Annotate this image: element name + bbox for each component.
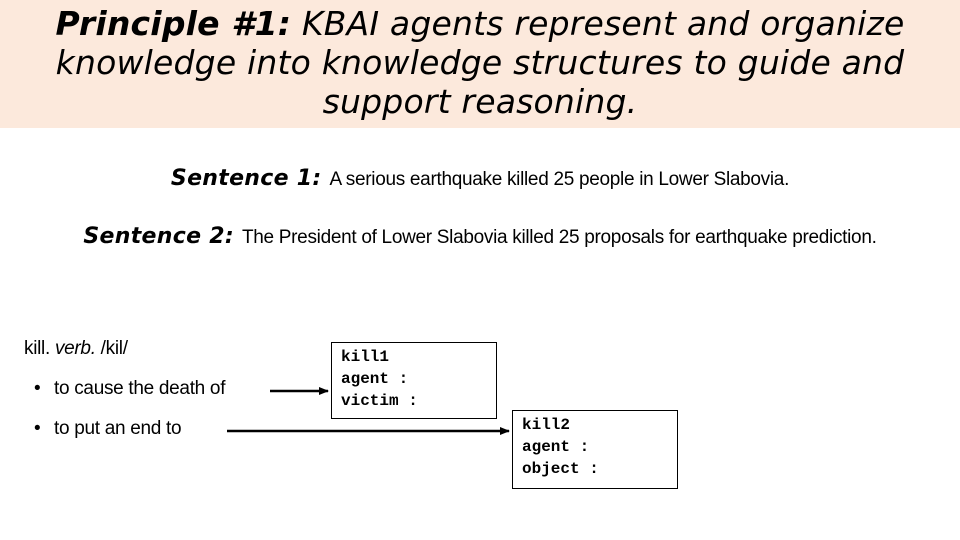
frame-slot-object: object :: [522, 460, 599, 478]
title-lead: Principle #1:: [55, 4, 292, 43]
sentence-2-text: The President of Lower Slabovia killed 2…: [241, 227, 877, 248]
sense-1: • to cause the death of: [34, 378, 225, 400]
sense-2-text: to put an end to: [54, 418, 182, 439]
title-band: [0, 0, 960, 128]
frame-kill1: kill1 agent : victim :: [331, 342, 497, 419]
frame-slot-agent: agent :: [522, 438, 590, 456]
bullet-icon: •: [34, 418, 41, 439]
title-text: KBAI agents represent and organize knowl…: [55, 4, 905, 121]
sentence-1-label: Sentence 1:: [170, 166, 322, 191]
sense-1-text: to cause the death of: [54, 378, 226, 399]
frame-kill2: kill2 agent : object :: [512, 410, 678, 489]
dictionary-word: kill.: [24, 338, 50, 359]
bullet-icon: •: [34, 378, 41, 399]
frame-name: kill2: [522, 416, 571, 434]
dictionary-pron: /kil/: [100, 338, 128, 359]
sense-2: • to put an end to: [34, 418, 182, 440]
sentence-1: Sentence 1: A serious earthquake killed 2…: [0, 166, 960, 191]
sentence-2: Sentence 2: The President of Lower Slabov…: [0, 224, 960, 249]
sentence-1-text: A serious earthquake killed 25 people in…: [329, 169, 790, 190]
slide-title: Principle #1: KBAI agents represent and …: [20, 4, 940, 121]
frame-slot-victim: victim :: [341, 392, 418, 410]
frame-slot-agent: agent :: [341, 370, 409, 388]
frame-name: kill1: [341, 348, 390, 366]
dictionary-entry: kill. verb. /kil/: [24, 338, 128, 360]
dictionary-pos: verb.: [54, 338, 96, 359]
sentence-2-label: Sentence 2:: [83, 224, 234, 249]
